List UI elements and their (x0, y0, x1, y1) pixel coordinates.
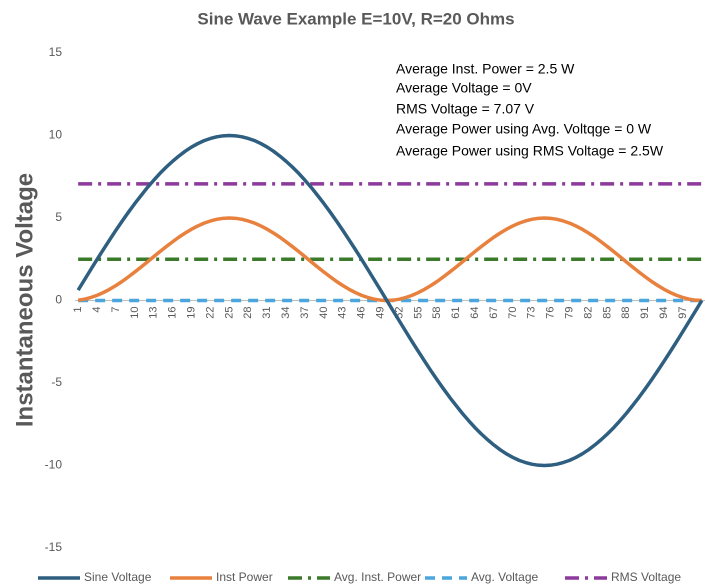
x-tick-label: 94 (658, 307, 670, 319)
y-tick-label: 10 (49, 128, 63, 142)
x-tick-label: 49 (374, 307, 386, 319)
x-tick-label: 34 (280, 307, 292, 319)
x-tick-label: 43 (337, 307, 349, 319)
legend-label: Inst Power (216, 570, 273, 584)
legend-label: Avg. Inst. Power (334, 570, 421, 584)
y-tick-label: 15 (49, 45, 63, 59)
y-tick-label: 5 (55, 210, 62, 224)
x-tick-label: 70 (507, 307, 519, 319)
x-tick-label: 31 (261, 307, 273, 319)
annotation: Average Inst. Power = 2.5 W (396, 61, 575, 77)
y-tick-label: -5 (51, 375, 62, 389)
x-tick-label: 67 (488, 307, 500, 319)
series-line (76, 133, 704, 468)
series-line (77, 216, 702, 303)
x-tick-label: 1 (72, 307, 84, 313)
y-axis-label: Instantaneous Voltage (11, 173, 38, 427)
x-tick-label: 85 (601, 307, 613, 319)
x-tick-label: 73 (526, 307, 538, 319)
x-tick-label: 61 (450, 307, 462, 319)
x-tick-label: 22 (204, 307, 216, 319)
x-tick-label: 91 (639, 307, 651, 319)
x-tick-label: 28 (242, 307, 254, 319)
x-tick-label: 37 (299, 307, 311, 319)
x-tick-label: 82 (582, 307, 594, 319)
x-tick-label: 79 (563, 307, 575, 319)
y-tick-label: -10 (45, 458, 63, 472)
legend-label: RMS Voltage (611, 570, 681, 584)
x-tick-label: 55 (412, 307, 424, 319)
x-tick-label: 7 (110, 307, 122, 313)
annotation: Average Power using RMS Voltage = 2.5W (396, 143, 664, 159)
x-tick-label: 46 (356, 307, 368, 319)
legend-label: Sine Voltage (84, 570, 152, 584)
x-tick-label: 19 (185, 307, 197, 319)
x-tick-label: 4 (91, 307, 103, 313)
y-tick-label: -15 (45, 540, 63, 554)
x-tick-label: 10 (129, 307, 141, 319)
x-tick-label: 88 (620, 307, 632, 319)
y-tick-label: 0 (55, 293, 62, 307)
annotation: Average Power using Avg. Voltqge = 0 W (396, 121, 652, 137)
x-tick-label: 58 (431, 307, 443, 319)
x-tick-label: 13 (148, 307, 160, 319)
x-tick-label: 64 (469, 307, 481, 319)
legend-label: Avg. Voltage (471, 570, 538, 584)
x-tick-label: 40 (318, 307, 330, 319)
x-tick-label: 25 (223, 307, 235, 319)
x-tick-label: 97 (677, 307, 689, 319)
x-tick-label: 16 (167, 307, 179, 319)
annotation: RMS Voltage = 7.07 V (396, 101, 535, 117)
chart-title: Sine Wave Example E=10V, R=20 Ohms (197, 9, 514, 28)
annotation: Average Voltage = 0V (396, 80, 532, 96)
x-tick-label: 76 (545, 307, 557, 319)
